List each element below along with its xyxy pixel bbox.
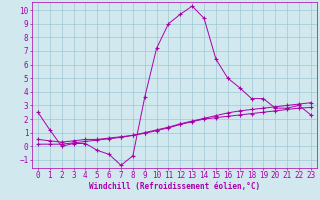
X-axis label: Windchill (Refroidissement éolien,°C): Windchill (Refroidissement éolien,°C)	[89, 182, 260, 191]
